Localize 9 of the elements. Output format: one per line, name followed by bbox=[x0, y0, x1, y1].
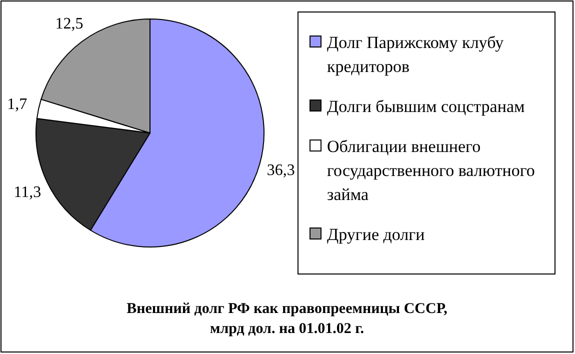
legend-label: Другие долги bbox=[327, 225, 425, 244]
data-label: 12,5 bbox=[55, 16, 84, 33]
legend-label: Долги бывшим соцстранам bbox=[327, 97, 525, 116]
text: Внешний долг РФ как правопреемницы СССР, млрд дол. на 01.01.02 г. bbox=[126, 301, 448, 337]
legend-label: Долг Парижскому клубу кредиторов bbox=[327, 33, 504, 76]
data-label: 1,7 bbox=[7, 96, 28, 114]
data-label: 11,3 bbox=[14, 184, 42, 201]
legend-label: Облигации внешнего государственного валютного займа bbox=[327, 137, 535, 204]
data-label: 36,3 bbox=[266, 162, 295, 179]
